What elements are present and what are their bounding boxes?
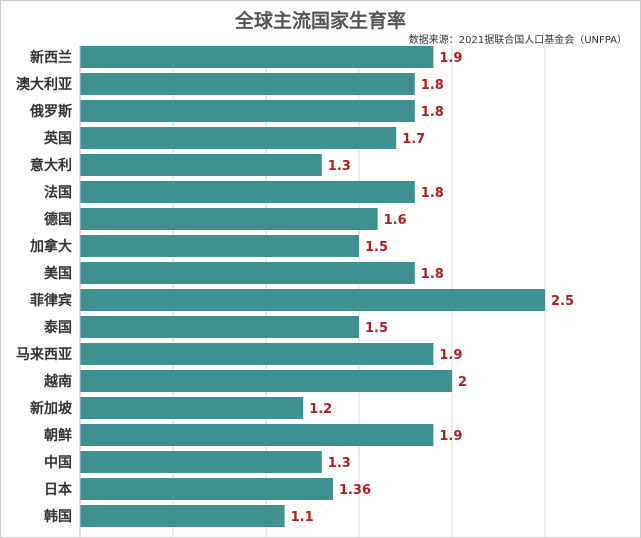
bar [80,505,285,527]
value-label: 1.9 [439,429,462,444]
category-label: 泰国 [43,319,72,336]
category-label: 英国 [43,130,72,147]
chart-title: 全球主流国家生育率 [234,10,406,32]
value-label: 2.5 [551,294,574,309]
bar [80,343,434,365]
category-label: 越南 [43,373,72,390]
value-label: 1.8 [421,186,444,201]
bar [80,478,333,500]
bar [80,451,322,473]
category-label: 俄罗斯 [29,103,72,120]
value-labels: 1.9 1.8 1.8 1.7 1.3 1.8 1.6 1.5 1.8 2.5 1.5 1.9 2 1.2… [291,51,574,525]
category-label: 日本 [44,481,73,498]
category-label: 马来西亚 [16,347,72,363]
category-label: 中国 [44,454,72,471]
category-label: 韩国 [44,508,72,525]
category-labels: 新西兰澳大利亚俄罗斯英国意大利法国德国加拿大美国菲律宾泰国马来西亚越南新加坡朝鲜… [16,49,73,525]
category-label: 新加坡 [30,400,73,417]
category-label: 菲律宾 [30,292,72,309]
category-label: 美国 [44,265,72,282]
bar [80,100,415,122]
value-label: 1.36 [339,483,371,498]
category-label: 新西兰 [30,49,72,66]
value-label: 1.7 [402,132,425,147]
value-label: 1.2 [309,402,332,417]
category-label: 法国 [44,184,72,201]
bar [80,289,545,311]
chart-source-note: 数据来源：2021据联合国人口基金会（UNFPA） [408,35,627,46]
bar [80,397,304,419]
value-label: 1.6 [384,213,407,228]
category-label: 澳大利亚 [16,76,72,93]
value-label: 1.3 [328,456,351,471]
value-label: 2 [458,375,467,390]
category-label: 意大利 [30,157,72,174]
value-label: 1.8 [421,267,444,282]
bar [80,127,397,149]
value-label: 1.5 [365,240,388,255]
category-label: 加拿大 [29,238,72,255]
value-label: 1.8 [421,105,444,120]
bar [80,181,415,203]
bar [80,424,434,446]
value-label: 1.1 [291,510,314,525]
bars [80,46,545,527]
bar [80,208,378,230]
category-label: 朝鲜 [44,427,72,444]
value-label: 1.8 [421,78,444,93]
value-label: 1.3 [328,159,351,174]
bar [80,154,322,176]
bar [80,46,434,68]
bar [80,235,359,257]
category-label: 德国 [44,211,72,228]
value-label: 1.9 [439,348,462,363]
bar [80,316,359,338]
bar [80,262,415,284]
value-label: 1.5 [365,321,388,336]
bar [80,370,452,392]
value-label: 1.9 [439,51,462,66]
bar [80,73,415,95]
